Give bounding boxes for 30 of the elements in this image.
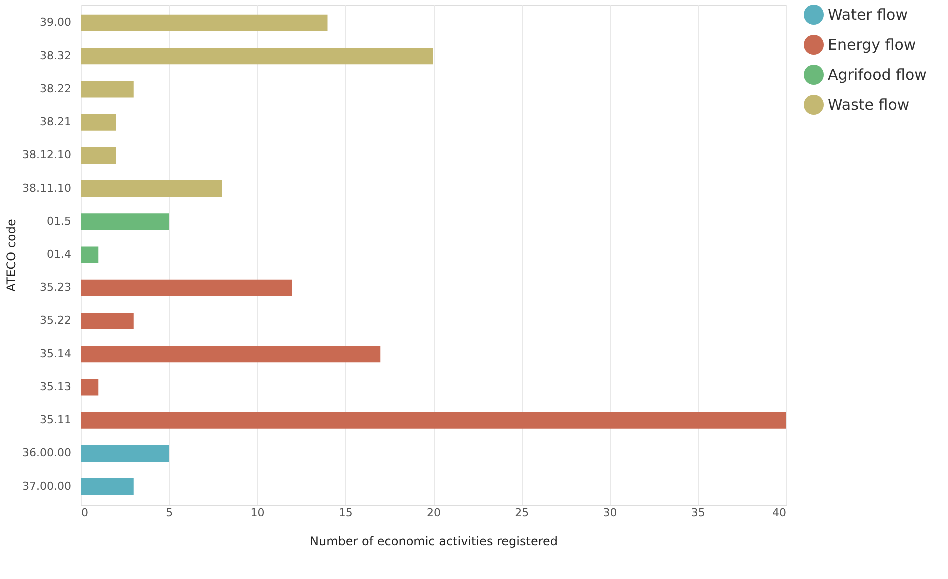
y-tick-label: 38.22 <box>40 82 72 96</box>
y-tick-label: 35.14 <box>40 347 72 360</box>
x-tick-label: 15 <box>338 506 353 520</box>
y-tick-label: 35.11 <box>40 414 72 427</box>
y-tick-label: 38.12.10 <box>22 148 72 162</box>
y-tick-label: 35.13 <box>40 380 72 394</box>
x-tick-label: 35 <box>691 506 706 520</box>
y-tick-label: 01.4 <box>47 248 72 261</box>
x-tick-label: 40 <box>772 506 786 520</box>
legend-label: Energy flow <box>828 36 916 54</box>
x-tick-label: 30 <box>603 506 618 520</box>
legend-label: Waste flow <box>828 96 910 114</box>
x-tick-label: 10 <box>250 506 265 520</box>
x-tick-label: 0 <box>82 506 88 520</box>
legend-label: Agrifood flow <box>828 66 927 84</box>
legend-label: Water flow <box>828 6 908 24</box>
y-tick-label: 39.00 <box>40 16 72 30</box>
y-axis-title: ATECO code <box>4 219 19 292</box>
x-tick-label: 5 <box>166 506 174 520</box>
x-tick-label: 20 <box>427 506 441 520</box>
y-tick-label: 38.11.10 <box>22 182 72 195</box>
y-tick-label: 38.21 <box>40 116 72 129</box>
y-tick-label: 38.32 <box>40 49 72 62</box>
y-tick-label: 35.22 <box>40 314 72 328</box>
x-tick-label: 25 <box>515 506 530 520</box>
y-tick-label: 37.00.00 <box>22 480 72 493</box>
y-tick-label: 01.5 <box>47 214 72 228</box>
y-tick-label: 35.23 <box>40 281 72 294</box>
x-axis-title: Number of economic activities registered <box>310 534 558 548</box>
y-tick-label: 36.00.00 <box>22 446 72 460</box>
